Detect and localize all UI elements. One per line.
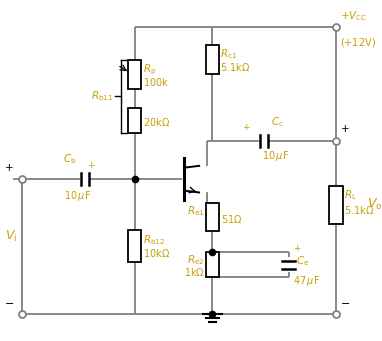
Bar [206,203,219,232]
Text: $10\,\mu\rm F$: $10\,\mu\rm F$ [64,189,91,203]
Bar [206,252,219,277]
Bar [128,229,141,262]
Text: $V_{\rm o}$: $V_{\rm o}$ [366,197,382,212]
Text: $-$: $-$ [4,297,14,307]
Text: $10\,\mu\rm F$: $10\,\mu\rm F$ [262,149,289,163]
Text: $R_{\rm b11}$: $R_{\rm b11}$ [91,90,113,103]
Text: $+$: $+$ [87,160,96,169]
Text: $C_{\rm e}$: $C_{\rm e}$ [296,254,309,268]
Text: $R_{\rm c1}$: $R_{\rm c1}$ [220,47,237,61]
Text: $100\rm k$: $100\rm k$ [143,76,169,88]
Text: $R_{\rm p}$: $R_{\rm p}$ [143,63,157,77]
Bar [329,186,343,224]
Bar [128,108,141,133]
Text: $+$: $+$ [4,162,14,174]
Text: $10\rm k\Omega$: $10\rm k\Omega$ [143,247,170,259]
Text: $5.1\rm k\Omega$: $5.1\rm k\Omega$ [220,61,250,73]
Text: $+$: $+$ [242,122,251,132]
Text: $5.1\rm k\Omega$: $5.1\rm k\Omega$ [344,204,374,216]
Text: $C_{\rm b}$: $C_{\rm b}$ [63,152,76,166]
Text: $+$: $+$ [340,122,350,134]
Text: $R_{\rm e2}$: $R_{\rm e2}$ [187,253,205,267]
Text: $-$: $-$ [340,297,350,307]
Bar [128,60,141,89]
Bar [206,45,219,74]
Text: $+$: $+$ [293,243,302,253]
Text: $47\,\mu\rm F$: $47\,\mu\rm F$ [293,274,320,288]
Text: $+V_{\rm CC}$: $+V_{\rm CC}$ [340,10,367,23]
Text: $R_{\rm e1}$: $R_{\rm e1}$ [187,205,205,218]
Text: $V_{\rm i}$: $V_{\rm i}$ [5,228,18,244]
Text: $(+12\rm V)$: $(+12\rm V)$ [340,35,376,48]
Text: $51\Omega$: $51\Omega$ [221,213,243,225]
Text: $1\rm k\Omega$: $1\rm k\Omega$ [184,266,205,278]
Text: $R_{\rm L}$: $R_{\rm L}$ [344,189,357,202]
Text: $C_{\rm c}$: $C_{\rm c}$ [272,115,284,129]
Text: $20\rm k\Omega$: $20\rm k\Omega$ [143,116,170,128]
Text: $R_{\rm b12}$: $R_{\rm b12}$ [143,233,165,247]
